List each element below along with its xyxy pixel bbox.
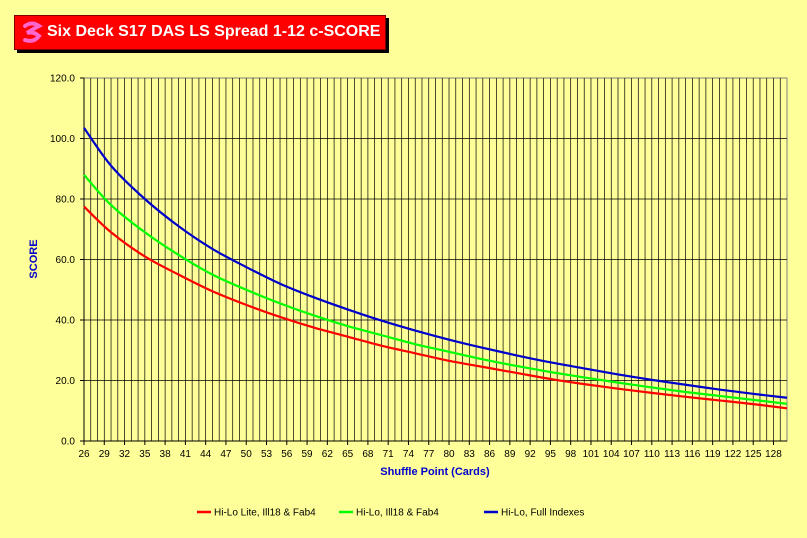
- y-tick-label: 120.0: [50, 74, 75, 85]
- x-tick-label: 38: [160, 449, 172, 460]
- x-tick-label: 62: [322, 449, 334, 460]
- x-tick-label: 101: [583, 449, 600, 460]
- x-tick-label: 128: [765, 449, 782, 460]
- x-tick-label: 41: [180, 449, 192, 460]
- x-tick-label: 95: [545, 449, 557, 460]
- legend-label-2: Hi-Lo, Full Indexes: [501, 508, 584, 519]
- x-tick-label: 26: [78, 449, 90, 460]
- y-tick-label: 40.0: [56, 316, 76, 327]
- x-tick-label: 83: [464, 449, 476, 460]
- y-tick-labels: 0.0 20.0 40.0 60.0 80.0 100.0 120.0: [50, 74, 84, 448]
- x-tick-label: 86: [484, 449, 496, 460]
- y-tick-label: 60.0: [56, 255, 76, 266]
- y-axis-title: SCORE: [28, 239, 40, 278]
- y-tick-label: 80.0: [56, 195, 76, 206]
- x-tick-label: 68: [362, 449, 374, 460]
- x-tick-label: 104: [603, 449, 620, 460]
- legend: Hi-Lo Lite, Ill18 & Fab4 Hi-Lo, Ill18 & F…: [197, 508, 584, 519]
- x-tick-label: 71: [383, 449, 395, 460]
- x-axis-title: Shuffle Point (Cards): [380, 466, 490, 478]
- x-tick-label: 125: [745, 449, 762, 460]
- x-tick-label: 119: [705, 449, 721, 460]
- x-tick-label: 113: [664, 449, 680, 460]
- series-line-0: [83, 205, 788, 410]
- x-tick-label: 122: [725, 449, 742, 460]
- y-tick-label: 100.0: [50, 134, 75, 145]
- x-tick-label: 32: [119, 449, 131, 460]
- x-tick-labels: 26 29 32 35 38 41 44 47 50 53 56 59 62 65 68 71 74 77 80 83…: [78, 441, 782, 460]
- x-tick-label: 35: [139, 449, 151, 460]
- chart-title-box: Six Deck S17 DAS LS Spread 1-12 c-SCORE: [14, 15, 386, 50]
- x-tick-label: 44: [200, 449, 212, 460]
- x-tick-label: 98: [565, 449, 577, 460]
- x-tick-label: 59: [302, 449, 314, 460]
- logo-icon: [19, 19, 45, 47]
- x-tick-label: 29: [99, 449, 111, 460]
- series-lines: [83, 127, 788, 410]
- x-tick-label: 74: [403, 449, 415, 460]
- x-tick-label: 65: [342, 449, 354, 460]
- series-line-2: [83, 127, 788, 399]
- y-tick-label: 0.0: [61, 437, 75, 448]
- x-tick-label: 110: [644, 449, 660, 460]
- x-tick-label: 89: [504, 449, 516, 460]
- x-tick-label: 53: [261, 449, 273, 460]
- x-tick-label: 116: [684, 449, 700, 460]
- x-tick-label: 47: [220, 449, 232, 460]
- x-tick-label: 92: [525, 449, 537, 460]
- x-tick-label: 56: [281, 449, 293, 460]
- chart-title: Six Deck S17 DAS LS Spread 1-12 c-SCORE: [47, 23, 381, 40]
- x-tick-label: 50: [241, 449, 253, 460]
- y-tick-label: 20.0: [56, 376, 76, 387]
- series-line-1: [83, 174, 788, 405]
- x-tick-label: 107: [623, 449, 640, 460]
- x-tick-label: 80: [443, 449, 455, 460]
- x-tick-label: 77: [423, 449, 435, 460]
- legend-label-0: Hi-Lo Lite, Ill18 & Fab4: [214, 508, 316, 519]
- legend-label-1: Hi-Lo, Ill18 & Fab4: [356, 508, 439, 519]
